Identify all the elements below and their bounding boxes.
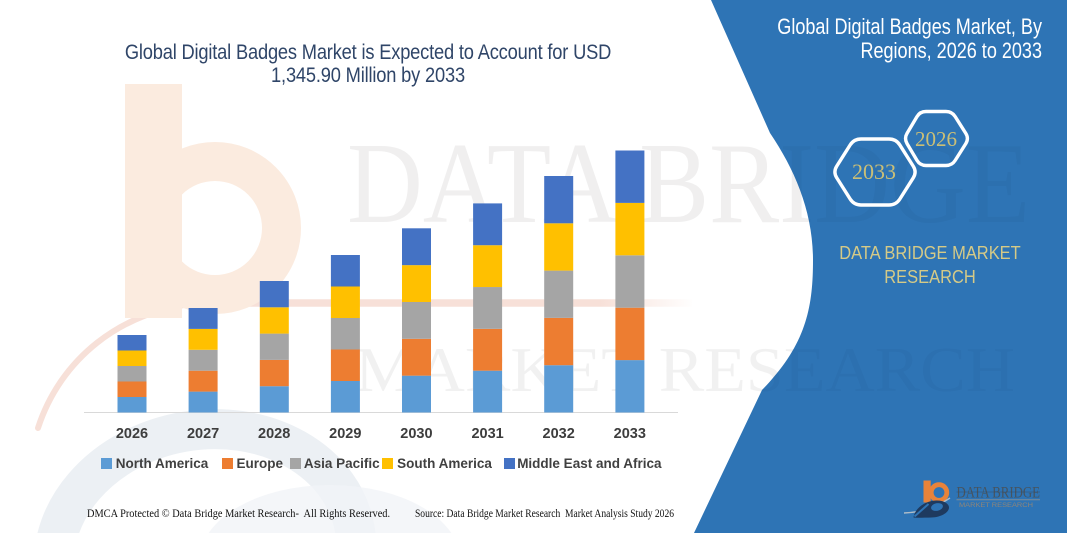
svg-text:MARKET RESEARCH: MARKET RESEARCH xyxy=(959,502,1033,509)
svg-text:2026: 2026 xyxy=(915,127,957,151)
svg-text:DATA BRIDGE: DATA BRIDGE xyxy=(957,485,1041,502)
svg-text:2033: 2033 xyxy=(852,159,896,184)
